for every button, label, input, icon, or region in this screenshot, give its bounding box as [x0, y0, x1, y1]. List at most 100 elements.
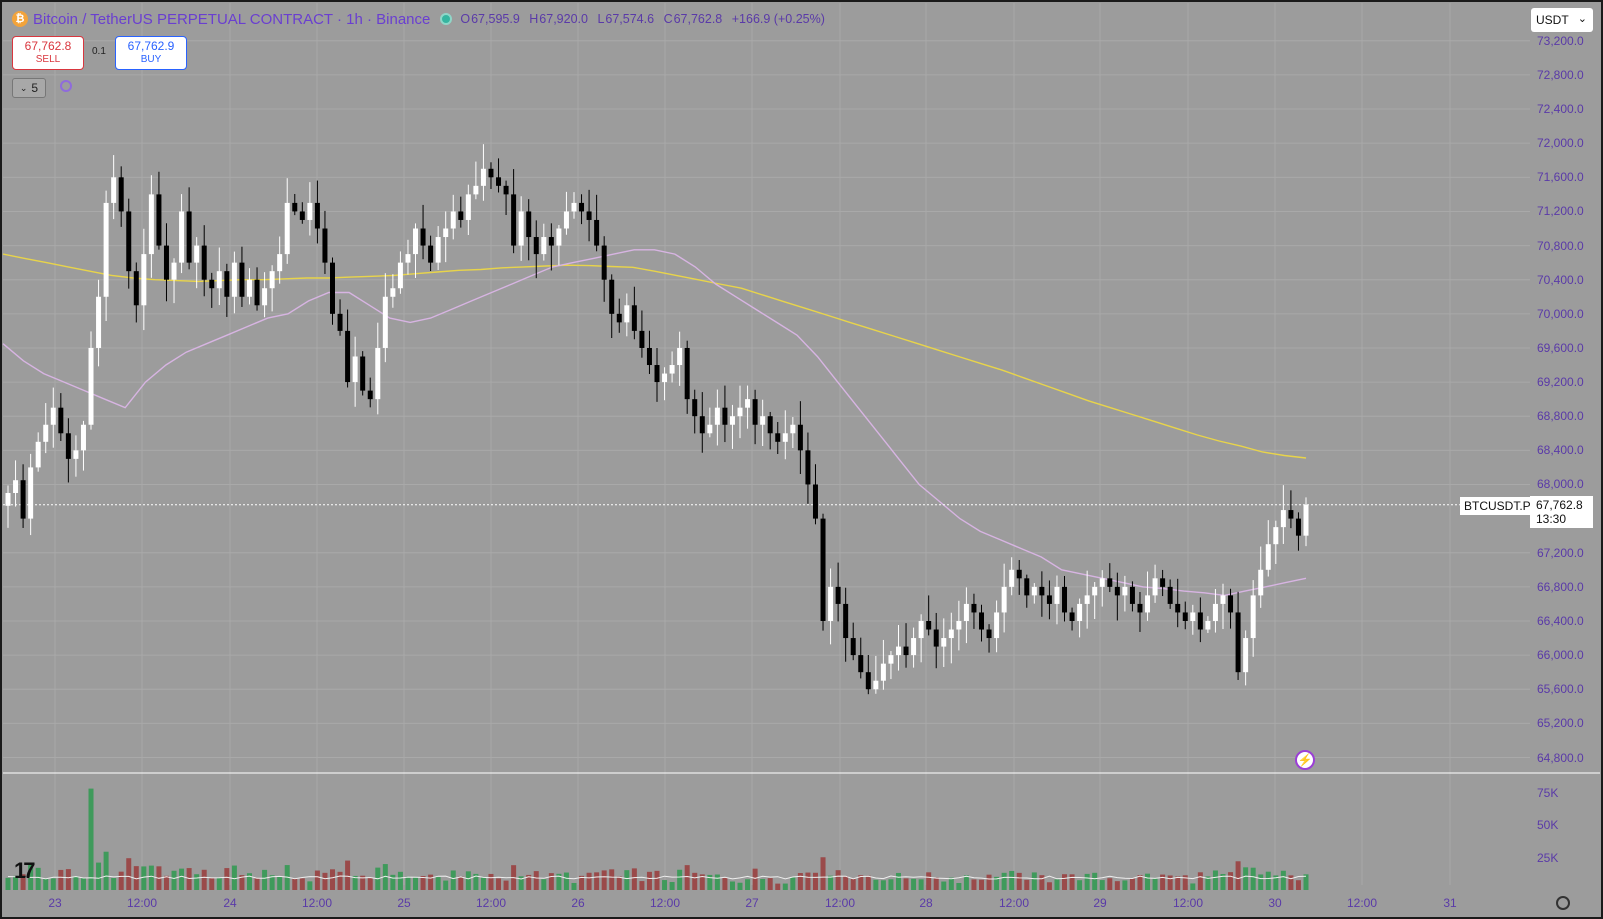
- candle-body: [631, 305, 637, 331]
- volume-bar: [488, 873, 494, 890]
- candle-body: [20, 480, 26, 519]
- candle-body: [1046, 595, 1052, 604]
- volume-bar: [1220, 873, 1226, 890]
- candle-body: [126, 211, 132, 272]
- candle-body: [284, 202, 290, 255]
- candle-body: [699, 416, 705, 434]
- volume-bar: [405, 876, 411, 890]
- volume-bar: [707, 874, 713, 890]
- volume-bar: [382, 864, 388, 890]
- candle-body: [435, 237, 441, 263]
- candle-body: [1243, 638, 1249, 673]
- candle-body: [1092, 586, 1098, 596]
- candle-body: [480, 168, 486, 186]
- volume-bar: [790, 877, 796, 890]
- volume-bar: [624, 870, 630, 890]
- gear-icon[interactable]: [1556, 896, 1570, 910]
- visibility-icon[interactable]: [60, 80, 72, 92]
- volume-bar: [563, 872, 569, 890]
- candle-body: [163, 245, 169, 280]
- currency-value: USDT: [1536, 13, 1569, 27]
- volume-bar: [979, 879, 984, 890]
- ohlc-open: O67,595.9: [460, 12, 520, 26]
- volume-bar: [760, 878, 766, 890]
- candle-body: [262, 288, 268, 306]
- volume-bar: [1069, 874, 1075, 890]
- volume-bar: [171, 870, 177, 890]
- candle-body: [722, 407, 728, 425]
- candle-body: [1031, 586, 1037, 596]
- volume-bar: [1295, 880, 1301, 890]
- buy-button[interactable]: 67,762.9 BUY: [115, 36, 187, 70]
- candle-body: [194, 245, 200, 263]
- candle-body: [1077, 603, 1083, 621]
- candle-body: [541, 237, 547, 255]
- candle-body: [1114, 586, 1120, 596]
- candle-body: [58, 407, 64, 434]
- candle-body: [941, 638, 947, 647]
- candle-body: [760, 416, 766, 425]
- volume-bar: [941, 881, 947, 890]
- volume-bar: [1160, 874, 1166, 890]
- spread-value: 0.1: [92, 46, 106, 57]
- candle-body: [367, 390, 373, 400]
- candle-body: [488, 168, 494, 178]
- candle-body: [812, 484, 818, 519]
- sell-label: SELL: [35, 54, 61, 65]
- candle-body: [616, 313, 622, 323]
- candle-body: [1205, 620, 1211, 630]
- candle-body: [224, 271, 230, 297]
- candle-body: [80, 424, 86, 451]
- sell-button[interactable]: 67,762.8 SELL: [12, 36, 84, 70]
- volume-bar: [594, 872, 600, 890]
- candle-body: [926, 620, 932, 630]
- market-status-icon[interactable]: [440, 13, 453, 25]
- lightning-icon[interactable]: ⚡: [1295, 750, 1315, 770]
- candle-body: [1303, 504, 1309, 536]
- volume-bar: [216, 878, 222, 890]
- volume-bar: [246, 873, 252, 890]
- candle-body: [73, 450, 79, 459]
- candle-body: [1175, 603, 1181, 613]
- candle-body: [1099, 578, 1105, 587]
- candle-body: [118, 177, 124, 212]
- candle-body: [526, 211, 532, 238]
- candle-body: [571, 202, 577, 212]
- volume-bar: [254, 878, 260, 890]
- volume-bar: [292, 878, 298, 890]
- volume-bar: [43, 878, 49, 890]
- candle-body: [1145, 595, 1151, 613]
- candle-body: [1016, 569, 1022, 579]
- symbol-title[interactable]: Bitcoin / TetherUS PERPETUAL CONTRACT · …: [33, 10, 431, 28]
- volume-bar: [579, 875, 585, 890]
- volume-bar: [1092, 872, 1098, 890]
- volume-bar: [963, 875, 969, 890]
- chevron-down-icon: ⌄: [19, 82, 28, 93]
- candle-body: [707, 424, 713, 434]
- volume-bar: [631, 868, 637, 890]
- candle-body: [1265, 544, 1271, 570]
- candle-body: [405, 254, 411, 263]
- volume-bar: [428, 874, 434, 890]
- candle-body: [88, 347, 94, 425]
- volume-bar: [843, 875, 849, 890]
- volume-bar: [314, 870, 320, 890]
- volume-bar: [1280, 870, 1286, 890]
- currency-select[interactable]: USDT ⌄: [1531, 8, 1593, 32]
- candle-body: [843, 603, 849, 639]
- candle-body: [1062, 586, 1068, 613]
- volume-bar: [526, 874, 532, 890]
- candle-body: [1107, 578, 1113, 587]
- candle-body: [1137, 603, 1143, 613]
- volume-bar: [1190, 883, 1196, 890]
- volume-bar: [752, 868, 758, 890]
- tradingview-logo-icon[interactable]: 17: [14, 858, 36, 883]
- candle-body: [714, 407, 720, 425]
- candle-body: [1197, 612, 1203, 630]
- price-axis-label: 70,800.0: [1537, 238, 1584, 253]
- indicators-toggle-button[interactable]: ⌄ 5: [12, 78, 46, 98]
- volume-bar: [88, 788, 94, 890]
- time-axis-label: 12:00: [998, 896, 1030, 910]
- volume-bar: [262, 869, 268, 890]
